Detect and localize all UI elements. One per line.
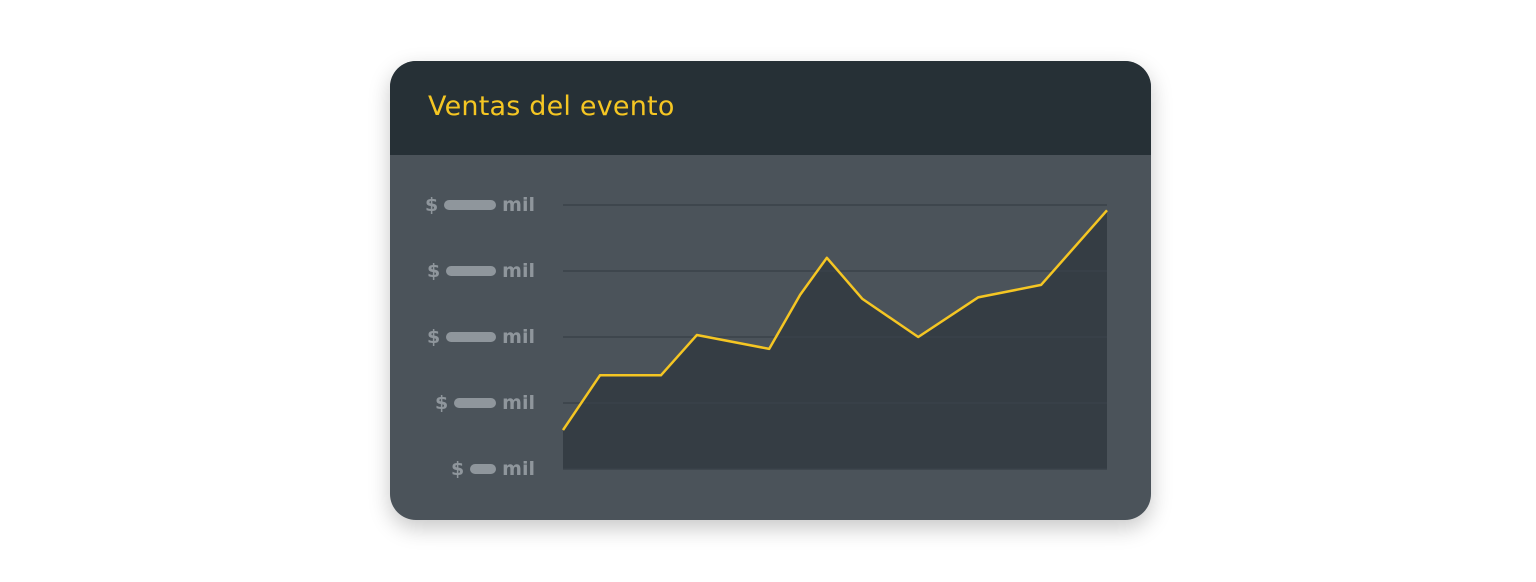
- area-fill: [563, 210, 1107, 469]
- chart-plot: [561, 204, 1108, 470]
- tick-suffix: mil: [502, 392, 535, 414]
- redacted-value-pill: [444, 200, 497, 210]
- redacted-value-pill: [446, 332, 497, 342]
- tick-prefix: $: [426, 326, 441, 348]
- tick-prefix: $: [424, 194, 439, 216]
- y-tick-label: $ mil: [435, 391, 535, 415]
- y-tick-label: $ mil: [427, 259, 535, 283]
- tick-suffix: mil: [502, 260, 535, 282]
- redacted-value-pill: [446, 266, 497, 276]
- tick-suffix: mil: [502, 458, 535, 480]
- tick-suffix: mil: [502, 194, 535, 216]
- tick-prefix: $: [434, 392, 449, 414]
- card-header: Ventas del evento: [390, 61, 1151, 155]
- tick-suffix: mil: [502, 326, 535, 348]
- redacted-value-pill: [470, 464, 497, 474]
- tick-prefix: $: [450, 458, 465, 480]
- tick-prefix: $: [426, 260, 441, 282]
- y-tick-label: $ mil: [427, 325, 535, 349]
- chart-card: Ventas del evento $ mil $ mil $ mil $ mil $ mil: [390, 61, 1151, 520]
- series-line: [561, 209, 1108, 431]
- redacted-value-pill: [454, 398, 497, 408]
- y-tick-label: $ mil: [451, 457, 535, 481]
- chart-title: Ventas del evento: [428, 91, 675, 122]
- y-tick-label: $ mil: [425, 193, 535, 217]
